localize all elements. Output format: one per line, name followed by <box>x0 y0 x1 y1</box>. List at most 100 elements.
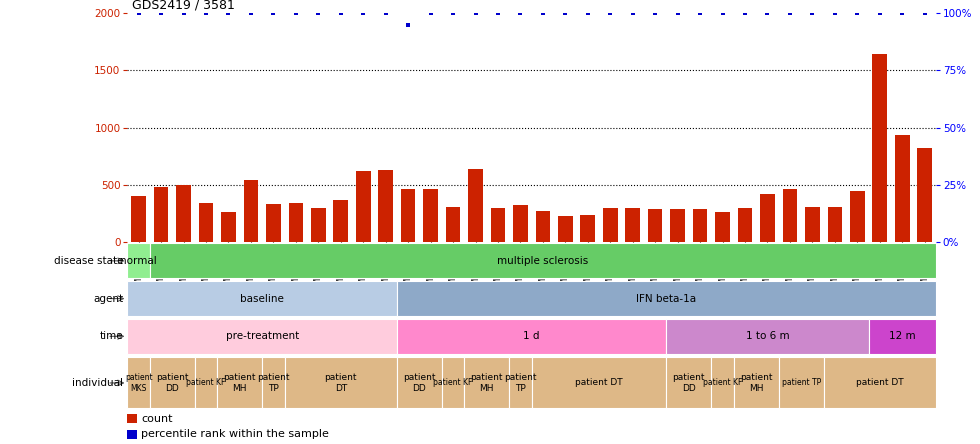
Bar <box>625 208 640 242</box>
Point <box>917 10 933 17</box>
Text: patient KF: patient KF <box>433 378 472 388</box>
Text: patient
MH: patient MH <box>470 373 503 392</box>
Point <box>288 10 304 17</box>
Bar <box>176 185 191 242</box>
Bar <box>715 212 730 242</box>
Bar <box>510 357 531 408</box>
Point <box>737 10 753 17</box>
Point <box>603 10 618 17</box>
Point <box>805 10 820 17</box>
Point <box>220 10 236 17</box>
Bar <box>333 200 348 242</box>
Point <box>513 10 528 17</box>
Bar <box>711 357 734 408</box>
Point <box>714 10 730 17</box>
Text: baseline: baseline <box>240 293 284 304</box>
Bar <box>127 243 150 278</box>
Text: multiple sclerosis: multiple sclerosis <box>497 256 589 266</box>
Bar <box>895 135 909 242</box>
Bar <box>693 209 708 242</box>
Bar <box>442 357 465 408</box>
Text: pre-treatment: pre-treatment <box>225 331 299 341</box>
Text: percentile rank within the sample: percentile rank within the sample <box>141 429 329 440</box>
Text: patient
TP: patient TP <box>257 373 290 392</box>
Point <box>467 10 483 17</box>
Bar <box>468 169 483 242</box>
Point <box>580 10 596 17</box>
Point <box>445 10 461 17</box>
Point <box>827 10 843 17</box>
Bar <box>850 190 864 242</box>
Point <box>266 10 281 17</box>
Text: 1 d: 1 d <box>523 331 540 341</box>
Bar <box>423 190 438 242</box>
Bar <box>218 357 263 408</box>
Bar <box>531 357 666 408</box>
Bar <box>397 357 442 408</box>
Bar <box>917 148 932 242</box>
Point <box>669 10 685 17</box>
Bar <box>806 206 819 242</box>
Bar <box>397 319 666 354</box>
Text: GDS2419 / 3581: GDS2419 / 3581 <box>132 0 235 11</box>
Bar <box>558 216 572 242</box>
Text: patient DT: patient DT <box>856 378 904 388</box>
Bar <box>131 196 146 242</box>
Bar <box>195 357 218 408</box>
Text: IFN beta-1a: IFN beta-1a <box>636 293 697 304</box>
Point <box>130 10 146 17</box>
Point <box>311 10 326 17</box>
Point <box>692 10 708 17</box>
Bar <box>670 209 685 242</box>
Bar <box>154 187 169 242</box>
Text: patient
DT: patient DT <box>324 373 357 392</box>
Text: normal: normal <box>121 256 157 266</box>
Bar <box>734 357 779 408</box>
Text: patient
MH: patient MH <box>740 373 772 392</box>
Point <box>356 10 371 17</box>
Bar <box>514 206 527 242</box>
Text: patient DT: patient DT <box>575 378 623 388</box>
Text: count: count <box>141 414 172 424</box>
Point <box>760 10 775 17</box>
Point <box>872 10 888 17</box>
Text: patient
DD: patient DD <box>403 373 435 392</box>
Point <box>782 10 798 17</box>
Bar <box>872 55 887 242</box>
Text: 1 to 6 m: 1 to 6 m <box>746 331 789 341</box>
Text: agent: agent <box>93 293 123 304</box>
Bar <box>244 180 258 242</box>
Text: 12 m: 12 m <box>889 331 915 341</box>
Bar <box>150 357 195 408</box>
Bar <box>783 190 797 242</box>
Bar <box>760 194 775 242</box>
Point <box>243 10 259 17</box>
Bar <box>284 357 397 408</box>
Bar <box>823 357 936 408</box>
Bar <box>536 211 550 242</box>
Text: patient
DD: patient DD <box>672 373 705 392</box>
Bar <box>288 203 303 242</box>
Point <box>490 10 506 17</box>
Bar <box>378 170 393 242</box>
Point <box>648 10 663 17</box>
Text: patient TP: patient TP <box>781 378 821 388</box>
Point <box>850 10 865 17</box>
Text: time: time <box>100 331 123 341</box>
Bar <box>580 214 595 242</box>
Point <box>153 10 169 17</box>
Point <box>422 10 438 17</box>
Bar <box>827 206 842 242</box>
Bar <box>127 430 137 439</box>
Bar <box>221 212 236 242</box>
Text: patient
MKS: patient MKS <box>124 373 153 392</box>
Text: patient
TP: patient TP <box>504 373 537 392</box>
Bar <box>666 319 868 354</box>
Point <box>175 10 191 17</box>
Bar <box>648 209 662 242</box>
Bar <box>199 203 214 242</box>
Point <box>378 10 394 17</box>
Bar <box>465 357 510 408</box>
Text: individual: individual <box>73 378 123 388</box>
Text: patient KF: patient KF <box>703 378 742 388</box>
